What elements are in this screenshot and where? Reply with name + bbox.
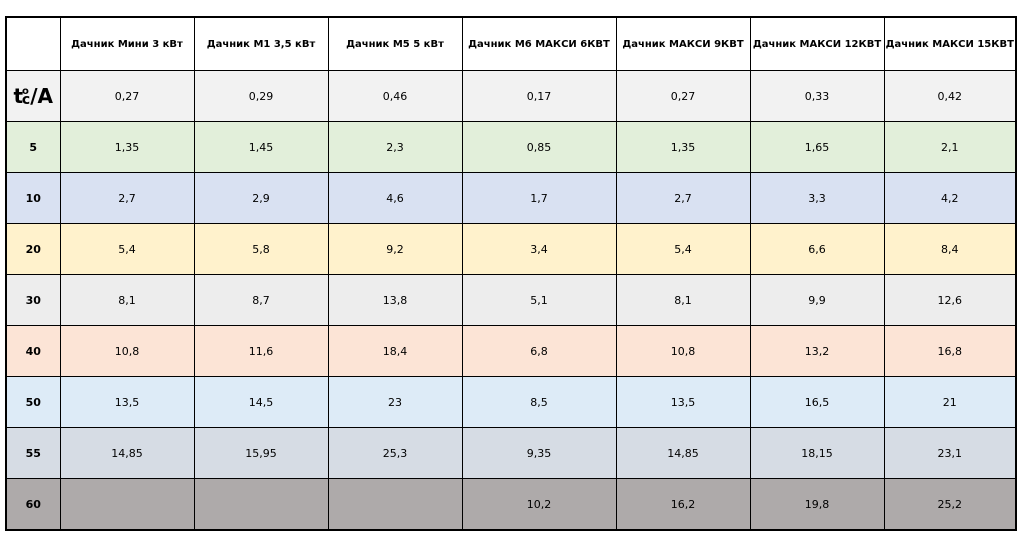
- table-row: 10 2,7 2,9 4,6 1,7 2,7 3,3 4,2: [5, 172, 1017, 224]
- table-row: 30 8,1 8,7 13,8 5,1 8,1 9,9 12,6: [5, 274, 1017, 326]
- header-corner-cell: [5, 16, 61, 71]
- value-cell: 23,1: [883, 427, 1017, 479]
- value-cell: 21: [883, 376, 1017, 428]
- value-cell: 0,33: [749, 70, 885, 122]
- value-cell: 1,7: [461, 172, 617, 224]
- value-cell: 11,6: [193, 325, 329, 377]
- value-cell: 18,15: [749, 427, 885, 479]
- value-cell: 5,4: [59, 223, 195, 275]
- unit-label-c: c: [21, 92, 31, 108]
- value-cell: 10,2: [461, 478, 617, 531]
- value-cell: 14,5: [193, 376, 329, 428]
- table-row: 20 5,4 5,8 9,2 3,4 5,4 6,6 8,4: [5, 223, 1017, 275]
- value-cell: 23: [327, 376, 463, 428]
- value-cell: 2,7: [615, 172, 751, 224]
- header-cell: Дачник М6 МАКСИ 6КВТ: [461, 16, 617, 71]
- value-cell: 16,8: [883, 325, 1017, 377]
- value-cell: 3,3: [749, 172, 885, 224]
- value-cell: 15,95: [193, 427, 329, 479]
- value-cell: 9,35: [461, 427, 617, 479]
- row-label-cell: 55: [5, 427, 61, 479]
- value-cell: 16,2: [615, 478, 751, 531]
- row-label-cell: 40: [5, 325, 61, 377]
- value-cell: [193, 478, 329, 531]
- table-row: 60 10,2 16,2 19,8 25,2: [5, 478, 1017, 531]
- value-cell: 0,29: [193, 70, 329, 122]
- value-cell: 8,7: [193, 274, 329, 326]
- value-cell: 1,35: [59, 121, 195, 173]
- value-cell: 4,2: [883, 172, 1017, 224]
- value-cell: 0,46: [327, 70, 463, 122]
- value-cell: 6,8: [461, 325, 617, 377]
- table-row: 5 1,35 1,45 2,3 0,85 1,35 1,65 2,1: [5, 121, 1017, 173]
- value-cell: 5,1: [461, 274, 617, 326]
- header-cell: Дачник Мини 3 кВт: [59, 16, 195, 71]
- value-cell: 2,7: [59, 172, 195, 224]
- value-cell: 8,1: [59, 274, 195, 326]
- value-cell: 5,4: [615, 223, 751, 275]
- table-row: toc/A 0,27 0,29 0,46 0,17 0,27 0,33 0,42: [5, 70, 1017, 122]
- row-label-cell: 5: [5, 121, 61, 173]
- value-cell: 8,1: [615, 274, 751, 326]
- value-cell: 16,5: [749, 376, 885, 428]
- table-row: 50 13,5 14,5 23 8,5 13,5 16,5 21: [5, 376, 1017, 428]
- value-cell: 8,4: [883, 223, 1017, 275]
- value-cell: [59, 478, 195, 531]
- header-cell: Дачник М5 5 кВт: [327, 16, 463, 71]
- row-label-cell: 60: [5, 478, 61, 531]
- value-cell: 25,2: [883, 478, 1017, 531]
- header-cell: Дачник МАКСИ 12КВТ: [749, 16, 885, 71]
- value-cell: 13,5: [59, 376, 195, 428]
- value-cell: 10,8: [615, 325, 751, 377]
- value-cell: 9,2: [327, 223, 463, 275]
- value-cell: 13,2: [749, 325, 885, 377]
- header-cell: Дачник М1 3,5 кВт: [193, 16, 329, 71]
- unit-label-rest: /A: [30, 84, 54, 108]
- value-cell: 1,45: [193, 121, 329, 173]
- value-cell: 1,65: [749, 121, 885, 173]
- value-cell: 25,3: [327, 427, 463, 479]
- value-cell: 6,6: [749, 223, 885, 275]
- value-cell: 2,3: [327, 121, 463, 173]
- header-cell: Дачник МАКСИ 9КВТ: [615, 16, 751, 71]
- power-table: Дачник Мини 3 кВт Дачник М1 3,5 кВт Дачник…: [5, 16, 1017, 531]
- value-cell: 13,5: [615, 376, 751, 428]
- value-cell: 18,4: [327, 325, 463, 377]
- value-cell: 0,85: [461, 121, 617, 173]
- value-cell: 9,9: [749, 274, 885, 326]
- value-cell: 19,8: [749, 478, 885, 531]
- table-row: 40 10,8 11,6 18,4 6,8 10,8 13,2 16,8: [5, 325, 1017, 377]
- value-cell: 5,8: [193, 223, 329, 275]
- value-cell: 14,85: [615, 427, 751, 479]
- value-cell: 3,4: [461, 223, 617, 275]
- value-cell: 14,85: [59, 427, 195, 479]
- table-row: 55 14,85 15,95 25,3 9,35 14,85 18,15 23,1: [5, 427, 1017, 479]
- value-cell: 12,6: [883, 274, 1017, 326]
- unit-label-cell: toc/A: [5, 70, 61, 122]
- header-row: Дачник Мини 3 кВт Дачник М1 3,5 кВт Дачник…: [5, 16, 1017, 71]
- value-cell: 0,27: [615, 70, 751, 122]
- value-cell: 1,35: [615, 121, 751, 173]
- header-cell: Дачник МАКСИ 15КВТ: [883, 16, 1017, 71]
- unit-label-degree: o: [22, 86, 29, 97]
- value-cell: 10,8: [59, 325, 195, 377]
- value-cell: 8,5: [461, 376, 617, 428]
- row-label-cell: 20: [5, 223, 61, 275]
- table-body: toc/A 0,27 0,29 0,46 0,17 0,27 0,33 0,42 5 1,35 1,…: [5, 70, 1017, 531]
- value-cell: [327, 478, 463, 531]
- spreadsheet-table-container: Дачник Мини 3 кВт Дачник М1 3,5 кВт Дачник…: [5, 16, 1017, 531]
- value-cell: 0,17: [461, 70, 617, 122]
- value-cell: 2,9: [193, 172, 329, 224]
- value-cell: 0,27: [59, 70, 195, 122]
- row-label-cell: 50: [5, 376, 61, 428]
- row-label-cell: 10: [5, 172, 61, 224]
- value-cell: 13,8: [327, 274, 463, 326]
- row-label-cell: 30: [5, 274, 61, 326]
- unit-label-t: t: [13, 84, 24, 108]
- value-cell: 4,6: [327, 172, 463, 224]
- value-cell: 2,1: [883, 121, 1017, 173]
- value-cell: 0,42: [883, 70, 1017, 122]
